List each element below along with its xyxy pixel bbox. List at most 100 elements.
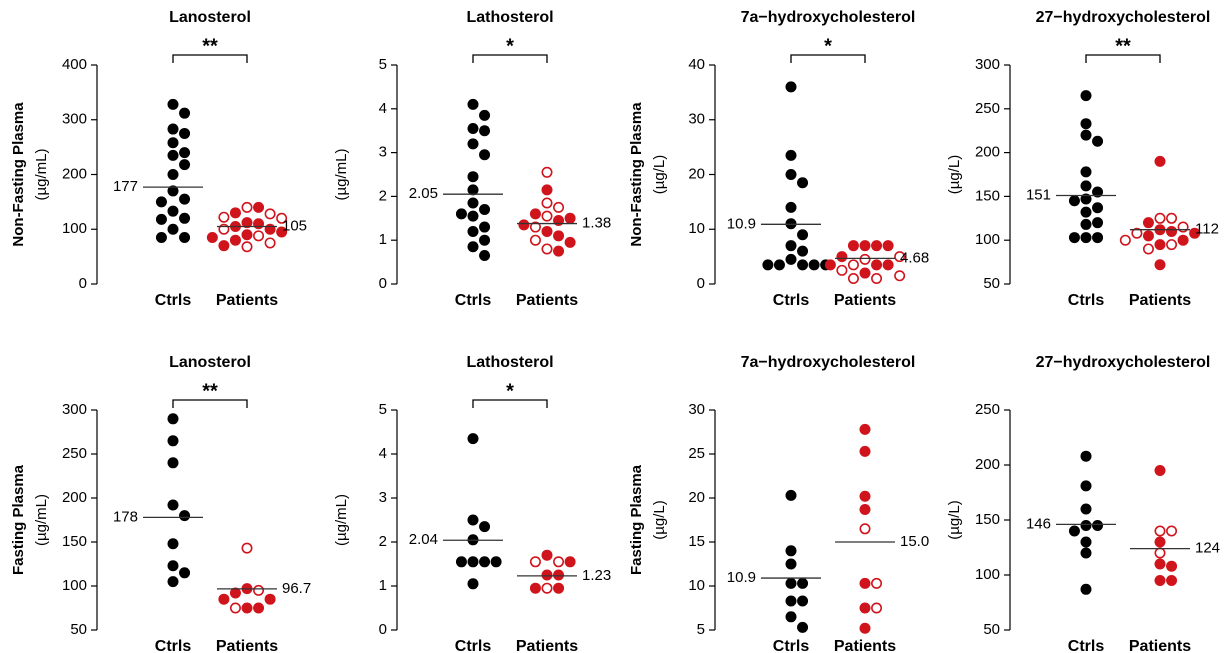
data-point (1080, 193, 1092, 205)
data-point (859, 490, 871, 502)
data-point (1131, 227, 1143, 239)
mean-label: 4.68 (900, 249, 929, 266)
data-point (229, 587, 241, 599)
y-tick-label: 30 (688, 401, 705, 418)
y-axis-unit: (µg/mL) (333, 494, 350, 546)
x-tick-label: Ctrls (155, 292, 192, 309)
data-point (167, 98, 179, 110)
y-tick-label: 1 (379, 231, 387, 248)
y-tick-label: 250 (62, 445, 87, 462)
data-point (553, 201, 565, 213)
data-point (871, 273, 883, 285)
data-point (1080, 450, 1092, 462)
data-point (264, 237, 276, 249)
data-point (253, 584, 265, 596)
data-point (1092, 135, 1104, 147)
y-tick-label: 2 (379, 187, 387, 204)
data-point (529, 556, 541, 568)
data-point (785, 81, 797, 93)
data-point (179, 147, 191, 159)
data-point (1142, 243, 1154, 255)
x-tick-label: Ctrls (455, 638, 492, 653)
y-tick-label: 50 (983, 275, 1000, 292)
x-tick-label: Patients (1129, 292, 1191, 309)
data-point (541, 569, 553, 581)
y-axis-unit: (µg/mL) (333, 149, 350, 201)
y-tick-label: 100 (62, 220, 87, 237)
y-tick-label: 10 (688, 577, 705, 594)
mean-label: 177 (113, 178, 138, 195)
data-point (1080, 520, 1092, 531)
data-point (253, 201, 265, 213)
y-tick-label: 5 (379, 56, 387, 73)
data-point (1177, 221, 1189, 233)
data-point (553, 245, 565, 257)
data-point (479, 149, 491, 161)
y-tick-label: 3 (379, 144, 387, 161)
data-point (859, 622, 871, 634)
y-tick-label: 300 (62, 111, 87, 128)
data-point (479, 204, 491, 216)
panel-title: 7a−hydroxycholesterol (741, 354, 916, 371)
data-point (785, 611, 797, 623)
data-point (1154, 525, 1166, 537)
data-point (541, 197, 553, 209)
data-point (1068, 195, 1080, 207)
y-axis-unit: (µg/L) (651, 155, 668, 195)
significance-bracket (1085, 54, 1161, 63)
data-point (1142, 230, 1154, 242)
data-point (859, 253, 871, 265)
mean-label: 96.7 (282, 580, 311, 597)
panel: 27−hydroxycholesterol 50 100 150 200 250 (µg/L… (946, 354, 1220, 653)
data-point (785, 149, 797, 161)
data-point (218, 593, 230, 605)
significance-bracket (472, 399, 548, 408)
data-point (836, 251, 848, 263)
data-point (467, 123, 479, 135)
data-point (529, 208, 541, 220)
data-point (529, 582, 541, 594)
data-point (167, 205, 179, 217)
y-tick-label: 250 (975, 100, 1000, 117)
data-point (541, 210, 553, 222)
data-point (785, 558, 797, 570)
data-point (797, 229, 809, 241)
data-point (167, 137, 179, 149)
data-point (1068, 232, 1080, 244)
data-point (479, 125, 491, 137)
x-tick-label: Ctrls (773, 638, 810, 653)
data-point (773, 259, 785, 271)
data-point (1092, 217, 1104, 229)
mean-label: 112 (1195, 221, 1219, 238)
data-point (847, 240, 859, 252)
y-tick-label: 4 (379, 445, 387, 462)
data-point (455, 556, 467, 568)
data-point (785, 201, 797, 213)
x-tick-label: Patients (834, 292, 896, 309)
mean-label: 178 (113, 508, 138, 525)
data-point (179, 159, 191, 171)
data-point (1166, 560, 1178, 572)
data-point (1166, 575, 1178, 586)
mean-label: 146 (1026, 515, 1051, 532)
data-point (479, 556, 491, 568)
y-tick-label: 200 (975, 456, 1000, 473)
data-point (167, 185, 179, 197)
x-tick-label: Patients (1129, 638, 1191, 653)
data-point (276, 226, 288, 238)
y-tick-label: 200 (975, 144, 1000, 161)
data-point (785, 253, 797, 265)
data-point (218, 240, 230, 252)
data-point (797, 621, 809, 633)
row-label: Non-Fasting Plasma (628, 102, 645, 247)
data-point (167, 576, 179, 588)
data-point (167, 123, 179, 135)
mean-label: 10.9 (727, 569, 756, 586)
x-tick-label: Ctrls (773, 292, 810, 309)
data-point (553, 230, 565, 242)
y-tick-label: 300 (62, 401, 87, 418)
data-point (264, 208, 276, 220)
data-point (241, 241, 253, 253)
data-point (167, 223, 179, 235)
x-tick-label: Patients (834, 638, 896, 653)
